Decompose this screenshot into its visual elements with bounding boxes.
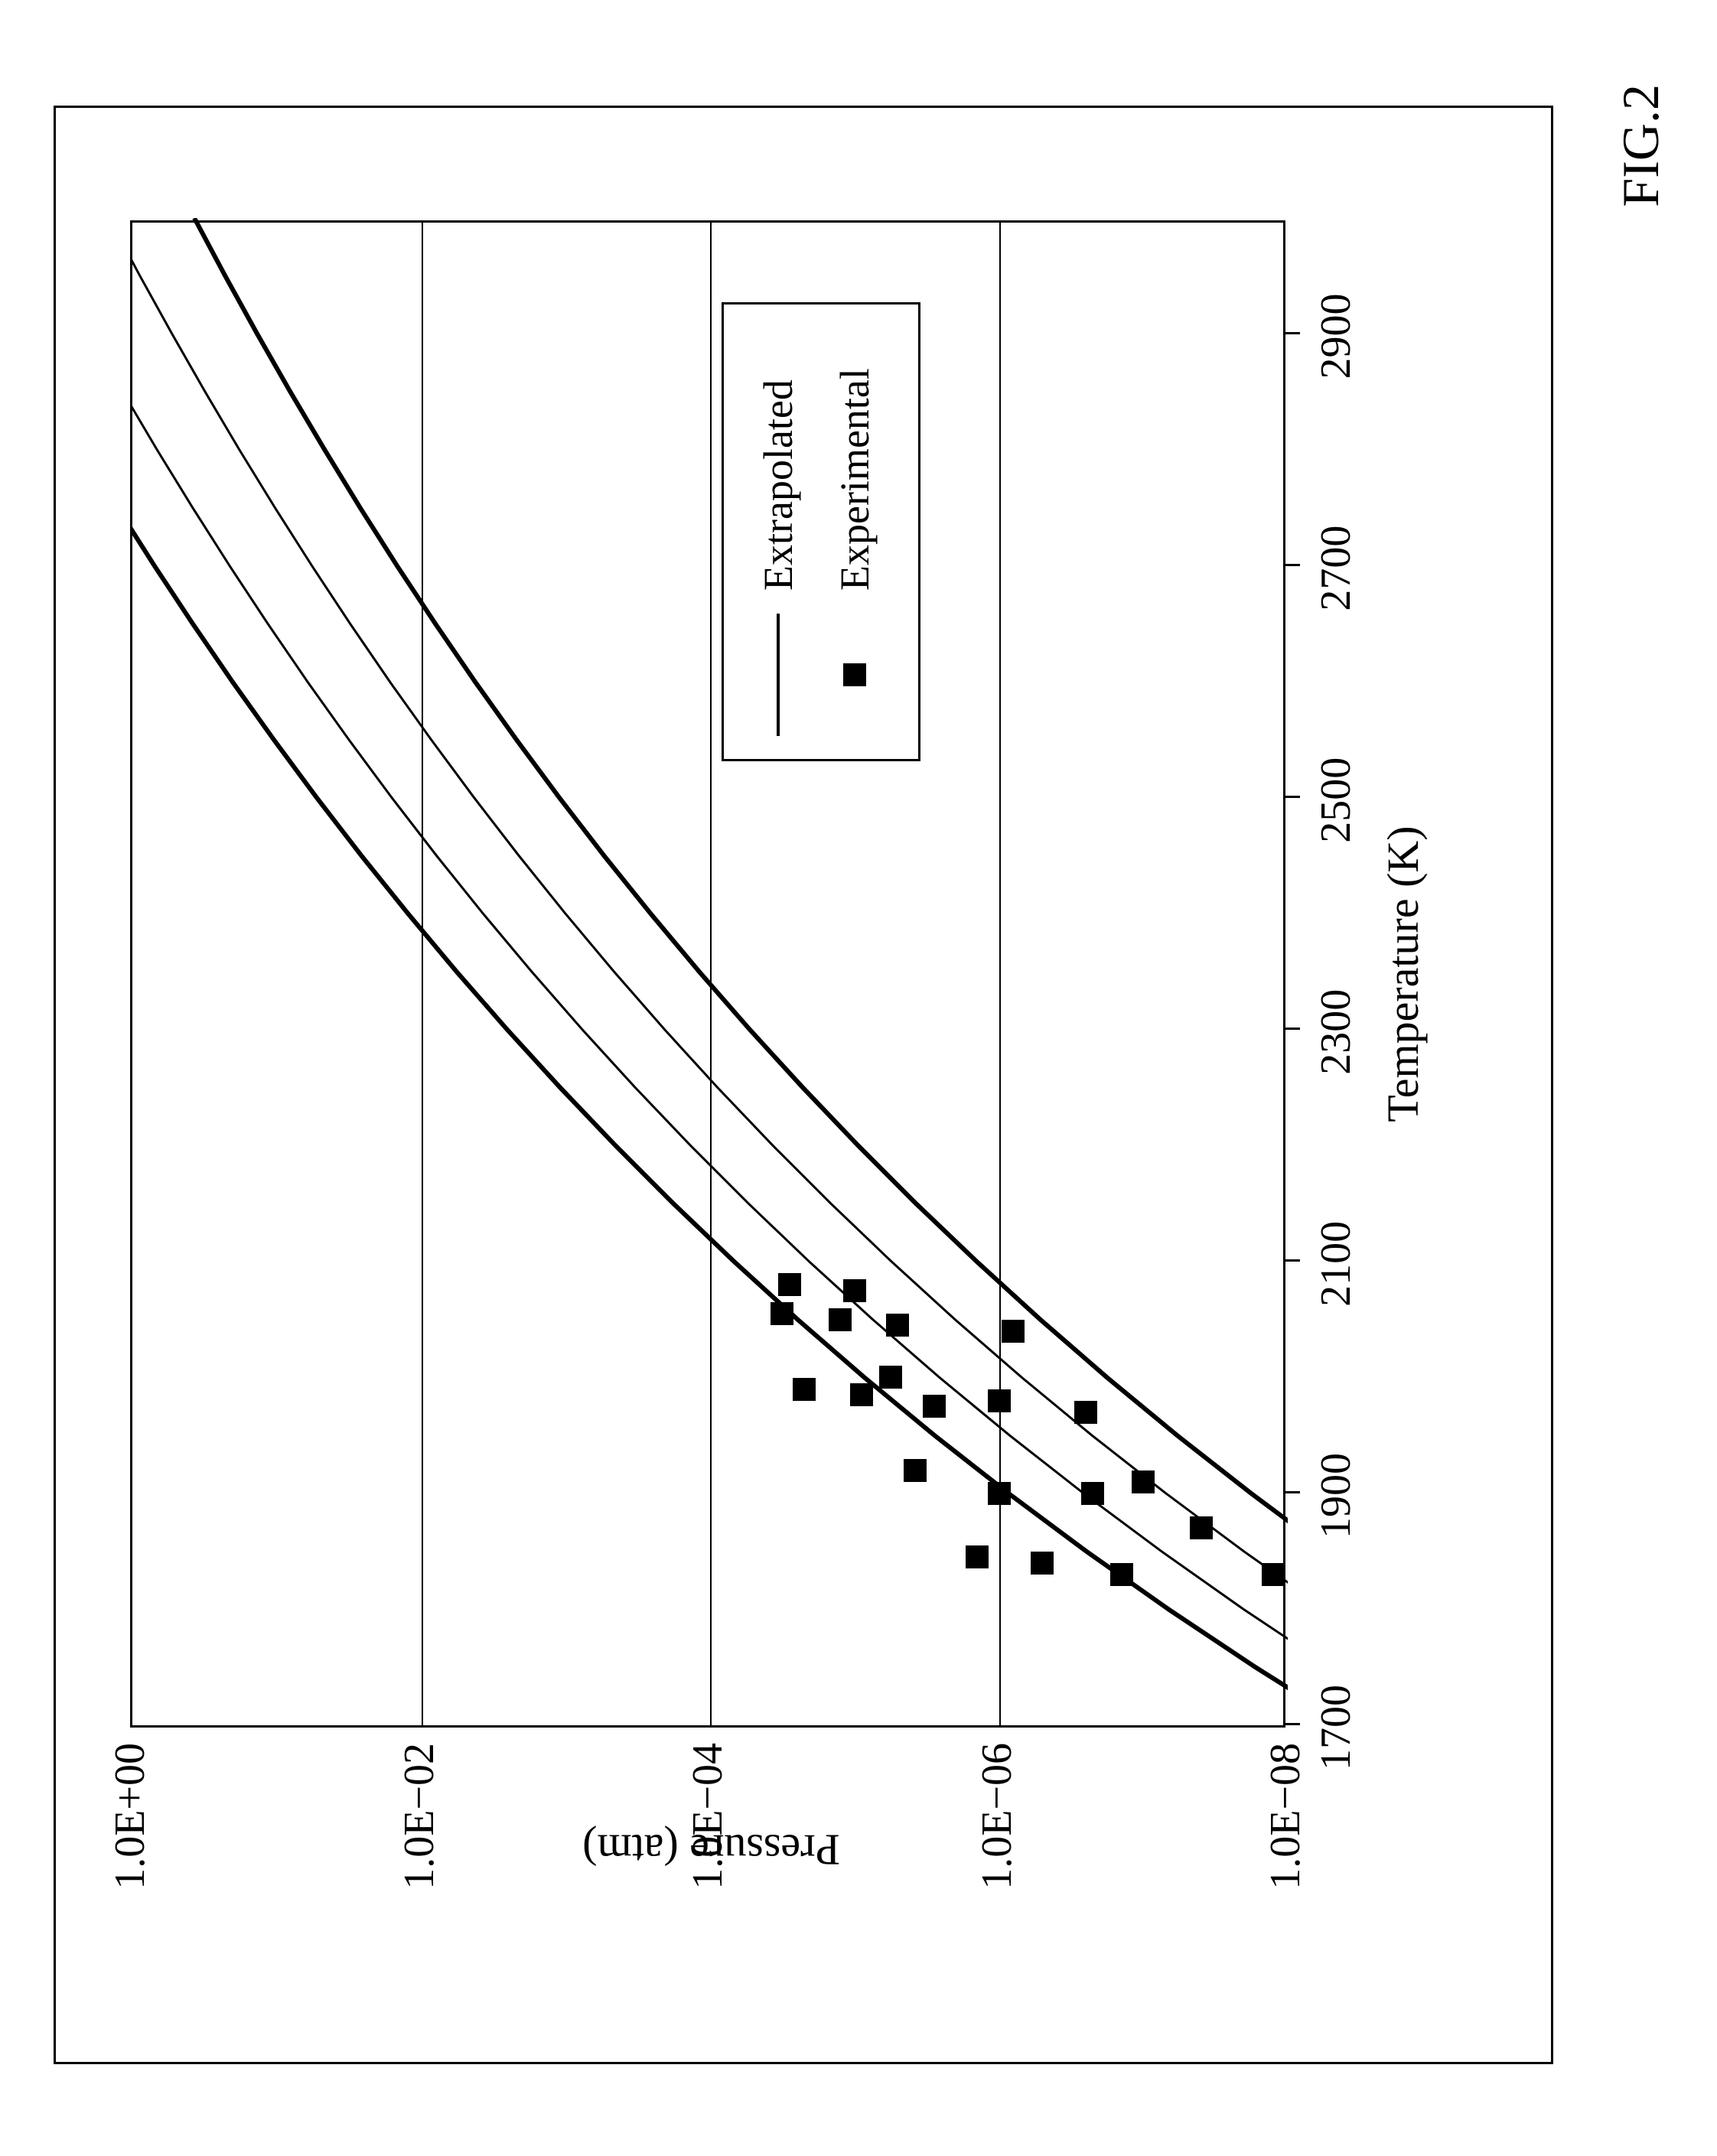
experimental-point: [1262, 1563, 1285, 1586]
x-tick-label: 1700: [1311, 1685, 1360, 1770]
extrapolated-curve: [0, 218, 1347, 1725]
legend-label-experimental: Experimental: [831, 368, 878, 591]
experimental-point: [771, 1302, 793, 1325]
experimental-point: [1081, 1482, 1104, 1505]
experimental-point: [879, 1366, 902, 1389]
experimental-point: [843, 1279, 866, 1302]
x-tick-label: 2900: [1311, 294, 1360, 379]
experimental-point: [966, 1545, 989, 1568]
x-tick: [1283, 332, 1300, 334]
x-tick-label: 2500: [1311, 757, 1360, 843]
experimental-point: [850, 1383, 873, 1406]
experimental-point: [1002, 1320, 1025, 1343]
experimental-point: [1132, 1470, 1155, 1493]
x-tick-label: 1900: [1311, 1453, 1360, 1539]
x-axis-label: Temperature (K): [1377, 744, 1429, 1203]
x-tick: [1283, 1028, 1300, 1030]
legend-line-sample: [777, 614, 780, 736]
experimental-point: [904, 1459, 927, 1482]
experimental-point: [1074, 1401, 1097, 1424]
x-tick-label: 2300: [1311, 989, 1360, 1075]
x-tick: [1283, 1491, 1300, 1493]
gridline: [422, 223, 423, 1725]
x-tick: [1283, 1723, 1300, 1725]
experimental-point: [829, 1308, 852, 1331]
experimental-point: [793, 1378, 816, 1401]
experimental-point: [778, 1273, 801, 1296]
experimental-point: [1190, 1516, 1213, 1539]
legend-label-extrapolated: Extrapolated: [754, 379, 802, 591]
x-tick-label: 2700: [1311, 526, 1360, 611]
plot-area: Extrapolated Experimental: [130, 220, 1285, 1728]
experimental-point: [1110, 1563, 1133, 1586]
y-axis-label: Pressure (atm): [482, 1825, 941, 1876]
experimental-point: [923, 1395, 946, 1418]
experimental-point: [1031, 1552, 1054, 1575]
legend: Extrapolated Experimental: [722, 302, 920, 761]
gridline: [999, 223, 1001, 1725]
figure-label: FIG.2: [1611, 84, 1671, 207]
figure-container: Extrapolated Experimental 1.0E+001.0E−02…: [0, 0, 1717, 2156]
gridline: [710, 223, 712, 1725]
x-tick-label: 2100: [1311, 1221, 1360, 1307]
legend-row-experimental: Experimental: [831, 368, 878, 736]
x-tick: [1283, 564, 1300, 566]
legend-square-sample: [843, 663, 866, 686]
x-tick: [1283, 796, 1300, 798]
x-tick: [1283, 1259, 1300, 1262]
experimental-point: [886, 1314, 909, 1337]
legend-row-extrapolated: Extrapolated: [754, 379, 802, 736]
